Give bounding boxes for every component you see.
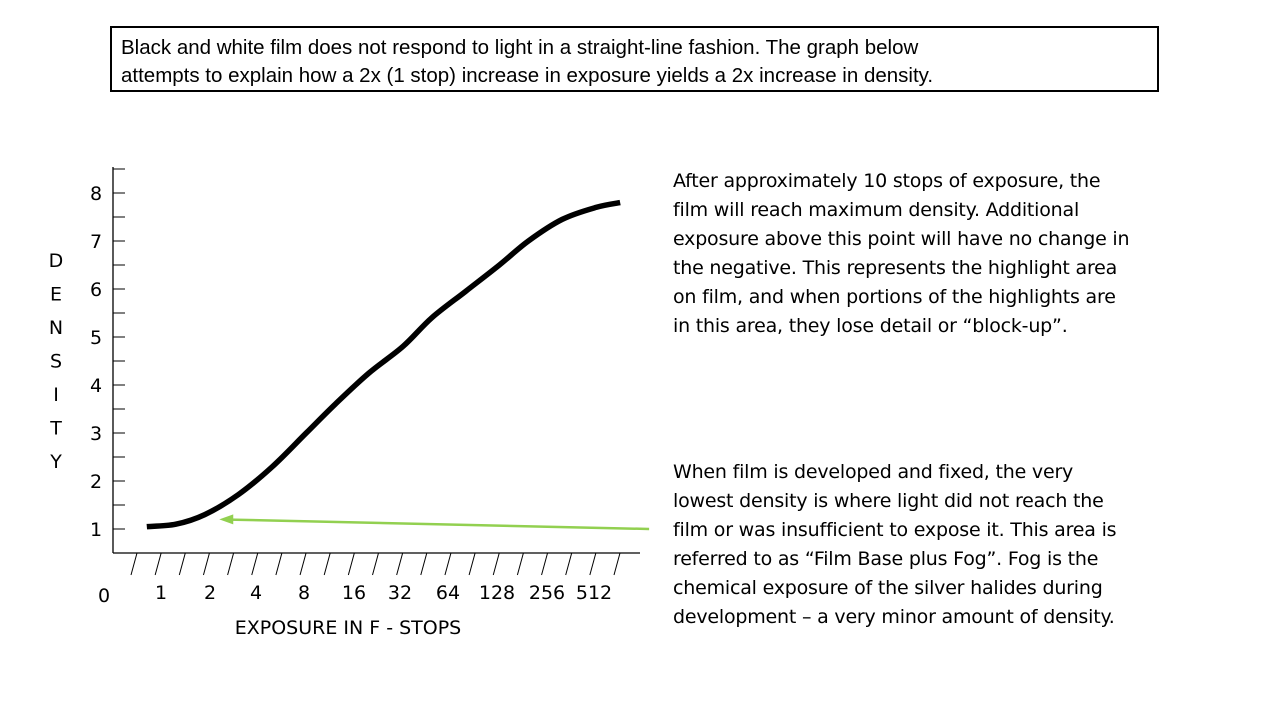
x-tick bbox=[492, 552, 500, 576]
x-tick bbox=[178, 552, 186, 576]
x-tick-label: 64 bbox=[436, 582, 460, 604]
x-tick-label: 4 bbox=[250, 582, 262, 604]
y-axis-title-letter: N bbox=[49, 317, 63, 339]
fog-arrow-line bbox=[229, 518, 650, 531]
y-tick-label: 4 bbox=[90, 375, 102, 397]
title-line-1: Black and white film does not respond to… bbox=[121, 36, 919, 59]
y-tick-label: 5 bbox=[90, 327, 102, 349]
x-tick bbox=[589, 552, 597, 576]
y-tick-label: 8 bbox=[90, 183, 102, 205]
x-axis-title: EXPOSURE IN F - STOPS bbox=[235, 617, 462, 639]
x-tick bbox=[251, 552, 259, 576]
x-tick bbox=[372, 552, 379, 576]
x-tick bbox=[130, 552, 138, 576]
highlight-note-line: on film, and when portions of the highli… bbox=[673, 286, 1116, 308]
base-fog-note-line: chemical exposure of the silver halides … bbox=[673, 577, 1103, 599]
base-fog-note-line: development – a very minor amount of den… bbox=[673, 606, 1115, 628]
y-tick-label: 2 bbox=[90, 471, 102, 493]
x-tick bbox=[420, 552, 428, 576]
x-tick bbox=[396, 552, 404, 576]
y-tick-label: 7 bbox=[90, 231, 102, 253]
base-fog-note-line: referred to as “Film Base plus Fog”. Fog… bbox=[673, 548, 1099, 570]
x-tick bbox=[323, 552, 331, 576]
highlight-note-line: in this area, they lose detail or “block… bbox=[673, 315, 1068, 337]
x-tick-label: 8 bbox=[298, 582, 310, 604]
y-axis-title-letter: T bbox=[49, 418, 62, 440]
highlight-note: After approximately 10 stops of exposure… bbox=[673, 167, 1173, 341]
x-tick-label: 128 bbox=[479, 582, 515, 604]
x-tick-label: 1 bbox=[155, 582, 167, 604]
density-curve bbox=[146, 199, 621, 530]
y-axis-title-letter: D bbox=[49, 250, 64, 272]
y-axis-title-letter: E bbox=[50, 284, 62, 306]
x-tick bbox=[275, 552, 283, 576]
y-axis-title-letter: Y bbox=[49, 451, 62, 473]
base-fog-note-line: film or was insufficient to expose it. T… bbox=[673, 519, 1117, 541]
base-fog-note-line: When film is developed and fixed, the ve… bbox=[673, 461, 1074, 483]
x-tick bbox=[541, 552, 549, 576]
x-tick bbox=[202, 552, 210, 576]
x-tick-label: 2 bbox=[204, 582, 216, 604]
x-tick bbox=[613, 552, 621, 576]
x-tick bbox=[516, 552, 524, 576]
highlight-note-line: After approximately 10 stops of exposure… bbox=[673, 170, 1101, 192]
fog-arrow-head bbox=[219, 514, 234, 525]
x-tick bbox=[347, 552, 355, 576]
y-tick-label: 1 bbox=[90, 519, 102, 541]
x-tick bbox=[468, 552, 476, 576]
y-axis-title-letter: S bbox=[50, 351, 62, 373]
title-line-2: attempts to explain how a 2x (1 stop) in… bbox=[121, 64, 934, 87]
base-fog-note-line: lowest density is where light did not re… bbox=[673, 490, 1104, 512]
x-tick bbox=[299, 552, 307, 576]
x-tick-label: 256 bbox=[529, 582, 565, 604]
base-fog-note: When film is developed and fixed, the ve… bbox=[673, 458, 1173, 632]
x-tick bbox=[154, 552, 162, 576]
highlight-note-line: the negative. This represents the highli… bbox=[673, 257, 1118, 279]
highlight-note-line: exposure above this point will have no c… bbox=[673, 228, 1130, 250]
x-tick bbox=[444, 552, 452, 576]
x-tick bbox=[565, 552, 573, 576]
x-tick-label: 0 bbox=[98, 585, 110, 607]
x-tick bbox=[227, 552, 235, 576]
x-tick-label: 32 bbox=[388, 582, 412, 604]
x-tick-label: 16 bbox=[342, 582, 366, 604]
title-box: Black and white film does not respond to… bbox=[110, 26, 1159, 92]
x-tick-label: 512 bbox=[576, 582, 612, 604]
highlight-note-line: film will reach maximum density. Additio… bbox=[673, 199, 1080, 221]
y-tick-label: 3 bbox=[90, 423, 102, 445]
y-axis-title-letter: I bbox=[53, 384, 59, 406]
y-tick-label: 6 bbox=[90, 279, 102, 301]
